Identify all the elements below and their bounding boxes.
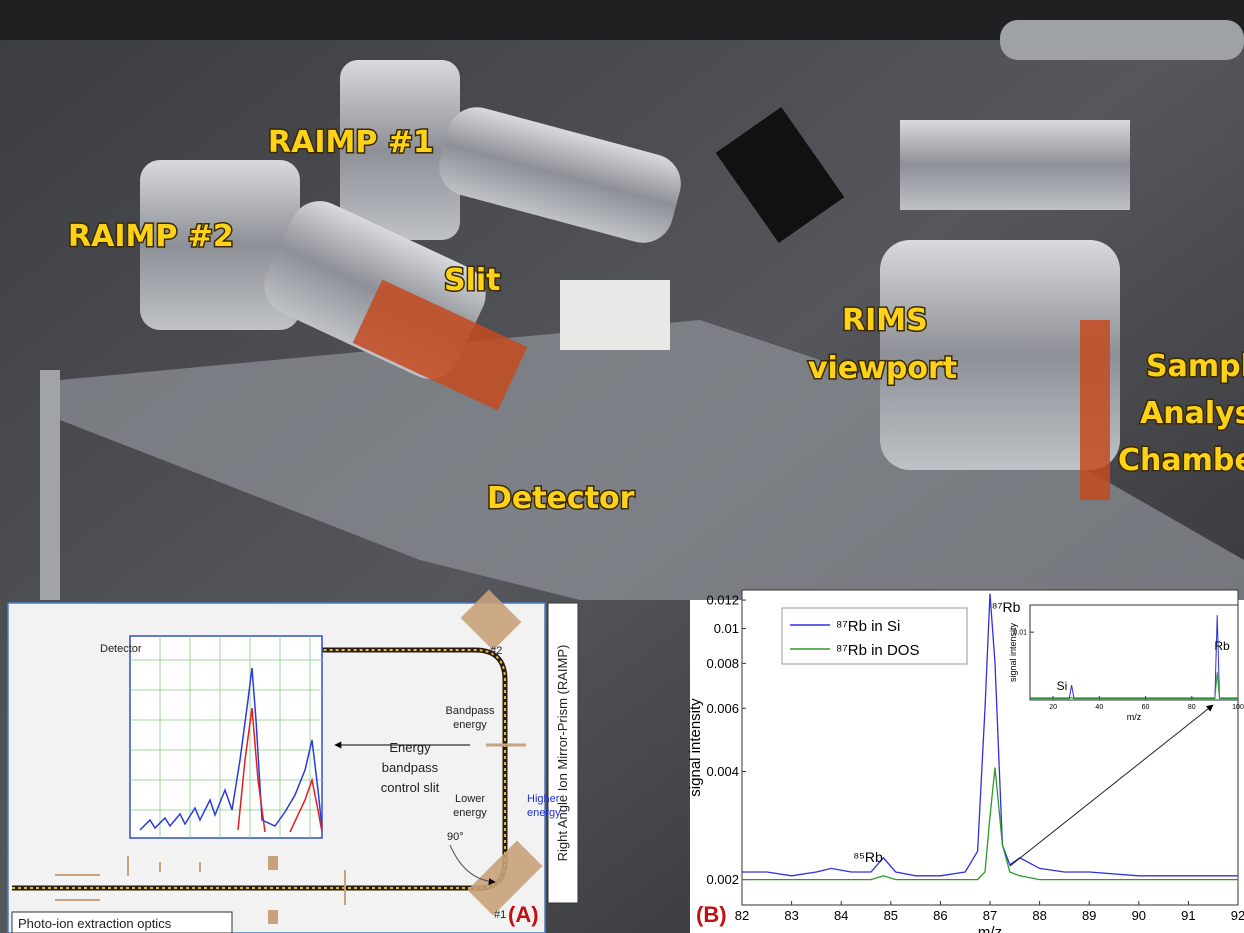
legend-label: ⁸⁷Rb in DOS bbox=[836, 642, 919, 659]
series-line bbox=[742, 593, 1238, 877]
x-tick-label: 40 bbox=[1095, 704, 1103, 711]
panel-label: (B) bbox=[696, 902, 727, 927]
x-tick-label: 90 bbox=[1132, 908, 1146, 923]
x-tick-label: 85 bbox=[884, 908, 898, 923]
photo-label: Detector bbox=[487, 481, 635, 516]
legend-box bbox=[781, 607, 968, 665]
x-tick-label: 20 bbox=[1049, 704, 1057, 711]
photo-label: RAIMP #2 bbox=[68, 219, 234, 254]
label: energy bbox=[453, 807, 487, 819]
x-tick-label: 86 bbox=[933, 908, 947, 923]
label: Detector bbox=[100, 643, 142, 655]
series-line bbox=[1030, 672, 1238, 700]
label: Photo-ion extraction optics bbox=[18, 916, 172, 931]
photo-label: Slit bbox=[444, 263, 501, 298]
y-tick-label: 0.008 bbox=[706, 656, 739, 671]
y-tick-label: 0.012 bbox=[706, 593, 739, 608]
x-tick-label: 60 bbox=[1142, 704, 1150, 711]
label: Higher bbox=[527, 793, 560, 805]
label: #1 bbox=[494, 909, 506, 921]
x-tick-label: 91 bbox=[1181, 908, 1195, 923]
x-tick-label: 83 bbox=[784, 908, 798, 923]
x-tick-label: 87 bbox=[983, 908, 997, 923]
y-tick-label: 0.006 bbox=[706, 701, 739, 716]
photo-label: RIMS bbox=[842, 303, 928, 338]
x-tick-label: 100 bbox=[1232, 704, 1244, 711]
x-tick-label: 89 bbox=[1082, 908, 1096, 923]
series-line bbox=[1030, 615, 1238, 699]
x-axis-label: m/z bbox=[1127, 712, 1142, 722]
series-line bbox=[742, 767, 1238, 881]
label: energy bbox=[453, 719, 487, 731]
x-tick-label: 84 bbox=[834, 908, 848, 923]
label: 90° bbox=[447, 831, 464, 843]
label: Bandpass bbox=[446, 705, 495, 717]
photo-label: Chamber bbox=[1118, 443, 1244, 478]
x-tick-label: 82 bbox=[735, 908, 749, 923]
raimp-label: Right Angle Ion Mirror-Prism (RAIMP) bbox=[555, 645, 570, 862]
photo-label: Analysis bbox=[1140, 396, 1244, 431]
annotation: Rb bbox=[1214, 639, 1230, 653]
label: Energy bbox=[389, 740, 431, 755]
photo-label: RAIMP #1 bbox=[268, 125, 434, 160]
panel-label: (A) bbox=[508, 902, 539, 927]
annotation: ⁸⁵Rb bbox=[853, 849, 883, 865]
y-tick-label: 0.004 bbox=[706, 764, 739, 779]
y-axis-label: signal intensity bbox=[687, 698, 704, 797]
photo-label: viewport bbox=[808, 351, 957, 386]
photo-label: Sample bbox=[1146, 349, 1244, 384]
x-tick-label: 92 bbox=[1231, 908, 1244, 923]
label: Lower bbox=[455, 793, 485, 805]
panel-a: Right Angle Ion Mirror-Prism (RAIMP) Det… bbox=[7, 589, 579, 933]
arrow bbox=[1009, 704, 1214, 867]
label: control slit bbox=[381, 780, 440, 795]
plot-frame bbox=[1029, 604, 1239, 701]
legend-label: ⁸⁷Rb in Si bbox=[836, 618, 900, 635]
annotation: ⁸⁷Rb bbox=[992, 599, 1021, 615]
label: energy bbox=[527, 807, 561, 819]
x-axis-label: m/z bbox=[978, 924, 1002, 933]
label: bandpass bbox=[382, 760, 439, 775]
annotation: Si bbox=[1057, 679, 1068, 693]
y-axis-label: signal intensity bbox=[1008, 622, 1018, 682]
photo-labels: RAIMP #1 RAIMP #2 Slit RIMS viewport Sam… bbox=[67, 124, 1244, 518]
x-tick-label: 80 bbox=[1188, 704, 1196, 711]
x-tick-label: 88 bbox=[1032, 908, 1046, 923]
inner-spectrum bbox=[129, 635, 323, 839]
y-tick-label: 0.002 bbox=[706, 872, 739, 887]
y-tick-label: 0.01 bbox=[1013, 630, 1027, 637]
y-tick-label: 0.01 bbox=[714, 621, 739, 636]
label: #2 bbox=[490, 645, 502, 657]
